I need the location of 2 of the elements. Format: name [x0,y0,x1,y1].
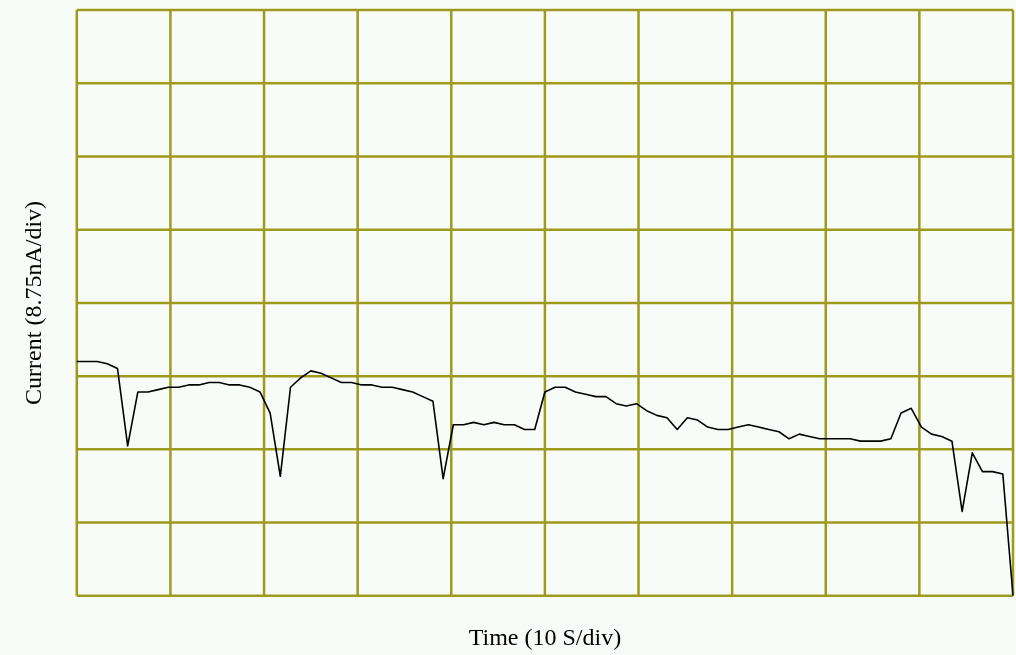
x-axis-title: Time (10 S/div) [468,623,622,650]
y-axis-title: Current (8.75nA/div) [19,200,46,405]
